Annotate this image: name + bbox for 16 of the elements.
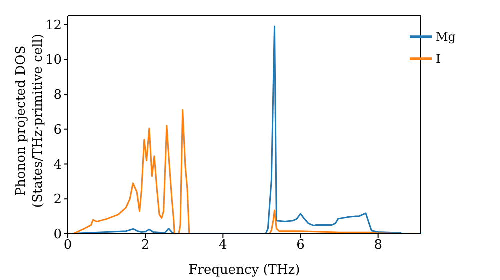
y-tick-label: 10 <box>45 53 62 68</box>
y-tick-label: 12 <box>45 18 62 34</box>
legend-label: I <box>436 52 441 66</box>
x-tick-label: 6 <box>296 238 305 254</box>
legend-label: Mg <box>436 30 456 44</box>
x-tick-label: 4 <box>219 238 228 254</box>
y-tick-label: 0 <box>54 228 62 243</box>
y-tick-label: 6 <box>54 122 62 138</box>
y-tick-label: 8 <box>54 88 62 104</box>
x-axis-title: Frequency (THz) <box>188 263 300 278</box>
x-tick-label: 2 <box>141 238 150 254</box>
x-tick-label: 0 <box>64 238 72 254</box>
y-tick-label: 4 <box>54 158 62 173</box>
y-tick-label: 2 <box>54 192 62 208</box>
x-tick-label: 8 <box>374 238 382 254</box>
y-axis-title: Phonon projected DOS (States/THz·primitive cell) <box>13 33 47 210</box>
